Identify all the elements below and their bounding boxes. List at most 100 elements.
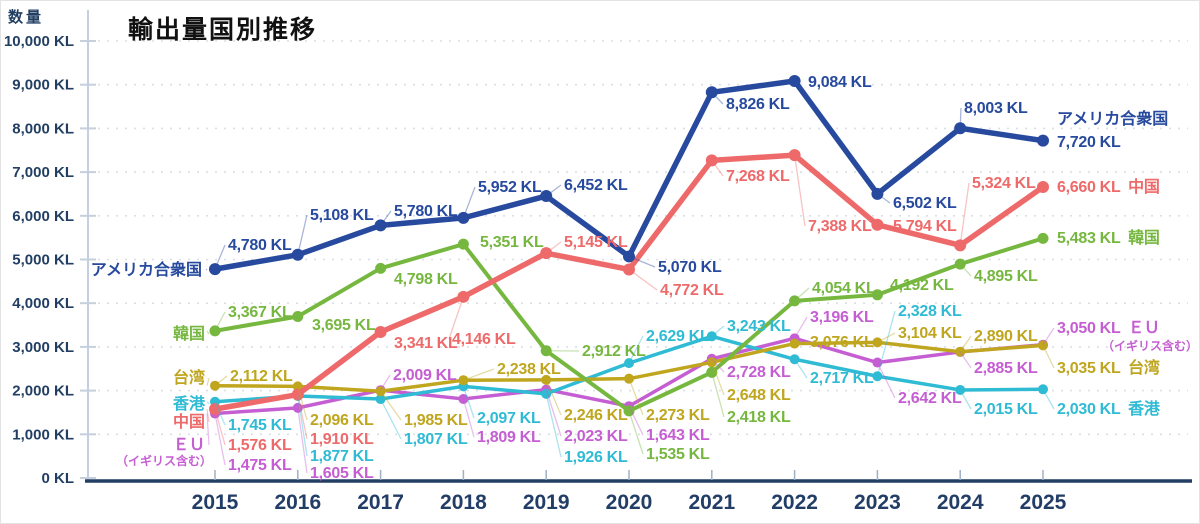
data-point: [871, 289, 883, 301]
x-tick-label: 2021: [688, 491, 735, 514]
label-leader: [545, 241, 562, 254]
y-tick-label: 5,000 KL: [12, 252, 74, 269]
data-point: [209, 403, 221, 416]
label-leader: [206, 330, 210, 335]
value-label: 4,895 KL: [974, 268, 1038, 285]
label-leader: [462, 386, 475, 419]
data-point: [705, 154, 718, 167]
data-point: [209, 325, 221, 337]
data-point: [1038, 384, 1048, 395]
data-point: [374, 325, 387, 338]
value-label: 1,910 KL: [310, 431, 374, 448]
label-leader: [628, 335, 644, 364]
label-leader: [297, 214, 308, 255]
data-point: [788, 149, 801, 162]
label-leader: [214, 244, 226, 270]
value-label: 2,728 KL: [727, 364, 791, 381]
x-tick-label: 2019: [523, 491, 570, 514]
label-leader: [297, 407, 308, 474]
label-leader: [206, 413, 210, 446]
data-point: [623, 250, 635, 263]
x-tick-label: 2024: [937, 491, 984, 514]
value-label: 3,050 KL ＥＵ: [1057, 320, 1160, 337]
value-label: 4,780 KL: [228, 237, 292, 254]
label-leader: [1042, 388, 1055, 410]
value-label: 4,798 KL: [394, 271, 458, 288]
label-leader: [214, 408, 226, 446]
value-label: 5,145 KL: [564, 234, 628, 251]
value-label: 1,475 KL: [228, 457, 292, 474]
data-point: [541, 374, 552, 385]
data-point: [706, 331, 717, 342]
value-label: 2,112 KL: [230, 368, 293, 385]
x-tick-label: 2018: [440, 491, 487, 514]
y-tick-label: 9,000 KL: [12, 77, 74, 94]
x-tick-label: 2020: [606, 491, 653, 514]
y-tick-label: 4,000 KL: [12, 295, 74, 312]
data-point: [209, 263, 221, 276]
data-point: [374, 219, 387, 232]
value-label: 1,576 KL: [228, 437, 292, 454]
data-point: [872, 371, 883, 382]
data-point: [623, 405, 635, 417]
data-point: [1037, 180, 1049, 193]
value-label: 5,324 KL: [972, 175, 1036, 192]
data-point: [375, 394, 386, 405]
label-leader: [794, 316, 808, 339]
y-tick-label: 2,000 KL: [12, 383, 74, 400]
value-label: 1,985 KL: [404, 412, 468, 429]
series-name-note-left: （イギリス含む）: [116, 453, 212, 468]
label-leader: [206, 377, 210, 386]
data-point: [954, 122, 967, 135]
label-leader: [545, 389, 562, 437]
value-label: 2,418 KL: [727, 409, 791, 426]
value-label: 2,642 KL: [898, 390, 962, 407]
value-label: 2,717 KL: [810, 370, 874, 387]
value-label: 7,720 KL: [1057, 134, 1121, 151]
value-label: 2,030 KL 香港: [1057, 399, 1161, 418]
label-leader: [711, 358, 725, 373]
data-point: [624, 358, 634, 369]
label-leader: [462, 398, 475, 438]
y-tick-label: 8,000 KL: [12, 120, 74, 137]
data-point: [375, 386, 386, 397]
value-label: 2,097 KL: [477, 410, 541, 427]
x-tick-label: 2017: [357, 491, 404, 514]
label-leader: [959, 335, 972, 353]
label-leader: [380, 210, 392, 226]
value-label: 2,328 KL: [898, 303, 962, 320]
data-point: [540, 247, 553, 260]
value-label: 2,885 KL: [974, 360, 1038, 377]
data-point: [457, 290, 470, 303]
x-tick-label: 2025: [1020, 491, 1067, 514]
data-point: [624, 373, 634, 384]
data-point: [458, 375, 469, 386]
label-leader: [297, 394, 308, 440]
value-label: 4,146 KL: [452, 331, 516, 348]
data-point: [871, 218, 884, 231]
label-leader: [711, 372, 725, 418]
label-leader: [628, 405, 644, 436]
series-china: [209, 149, 1049, 416]
label-leader: [711, 91, 724, 105]
value-label: 6,502 KL: [893, 195, 957, 212]
data-point: [540, 345, 552, 357]
value-label: 3,196 KL: [810, 309, 874, 326]
label-leader: [1042, 345, 1055, 369]
data-point: [788, 75, 801, 88]
label-leader: [959, 389, 972, 410]
value-label: 2,023 KL: [564, 428, 628, 445]
label-leader: [214, 413, 226, 466]
label-leader: [959, 182, 970, 246]
x-axis: 2015 2016 2017 2018 2019 2020 2021 2022 2023 2024…: [85, 470, 1192, 514]
label-leader: [628, 268, 658, 291]
value-label: 5,108 KL: [310, 207, 374, 224]
series-name-left: 韓国: [173, 324, 205, 343]
label-leader: [959, 107, 962, 129]
value-label: 6,660 KL 中国: [1057, 177, 1160, 196]
data-point: [458, 393, 469, 404]
value-label: 3,104 KL: [898, 325, 962, 342]
series-name-left: 香港: [172, 394, 206, 413]
label-leader: [628, 255, 656, 268]
